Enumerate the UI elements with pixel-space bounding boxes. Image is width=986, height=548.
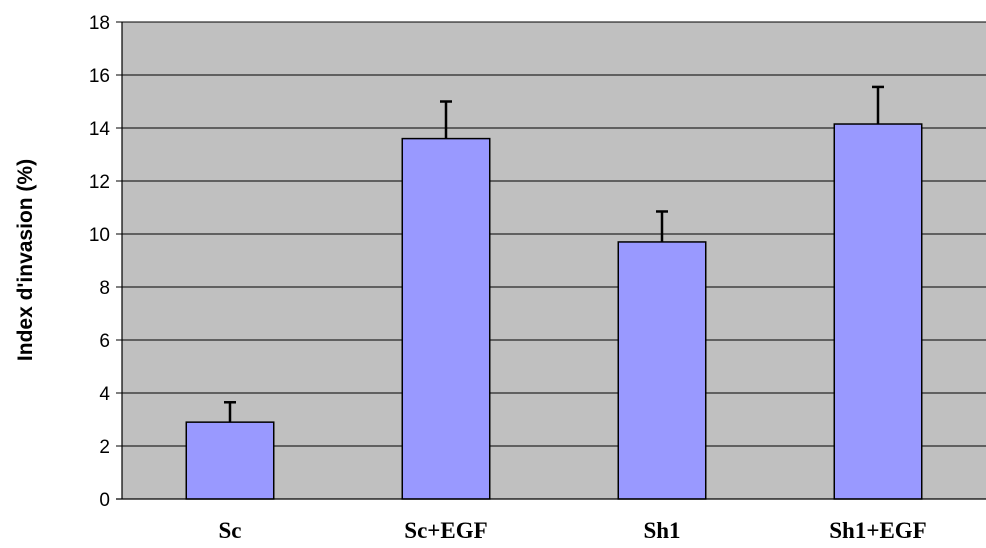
y-tick-label: 8 xyxy=(99,278,110,299)
x-axis-labels: Sc Sc+EGF Sh1 Sh1+EGF xyxy=(219,518,927,543)
error-bars xyxy=(224,85,884,423)
bar-sh1 xyxy=(617,241,707,500)
y-tick-label: 16 xyxy=(89,66,110,87)
x-category-label: Sh1+EGF xyxy=(829,518,926,543)
bar-sh1-egf xyxy=(833,123,923,500)
y-axis-ticks: 0 2 4 6 8 10 12 14 16 18 xyxy=(89,13,122,511)
x-category-label: Sh1 xyxy=(643,518,680,543)
y-tick-label: 10 xyxy=(89,225,110,246)
y-tick-label: 4 xyxy=(99,384,110,405)
y-axis-title: Index d'invasion (%) xyxy=(14,159,37,361)
x-category-label: Sc+EGF xyxy=(404,518,487,543)
bar-sc xyxy=(185,421,275,500)
y-tick-label: 6 xyxy=(99,331,110,352)
x-category-label: Sc xyxy=(219,518,242,543)
bar-sc-egf xyxy=(401,137,491,500)
y-tick-label: 18 xyxy=(89,13,110,34)
y-tick-label: 12 xyxy=(89,172,110,193)
y-tick-label: 2 xyxy=(99,437,110,458)
y-tick-label: 14 xyxy=(89,119,111,140)
y-tick-label: 0 xyxy=(99,490,110,511)
